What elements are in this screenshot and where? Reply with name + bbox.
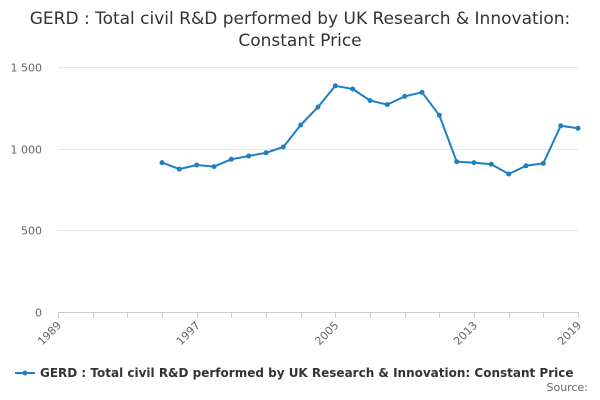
data-point[interactable] xyxy=(350,86,356,92)
chart-title: GERD : Total civil R&D performed by UK R… xyxy=(29,9,571,51)
x-tick-label: 2019 xyxy=(555,319,584,348)
data-point[interactable] xyxy=(332,83,338,89)
data-point[interactable] xyxy=(436,112,442,118)
data-point[interactable] xyxy=(263,150,269,156)
data-point[interactable] xyxy=(246,153,252,159)
x-tick-label: 1997 xyxy=(174,319,203,348)
series-layer xyxy=(159,83,581,177)
y-tick-label: 0 xyxy=(35,307,42,320)
data-point[interactable] xyxy=(540,160,546,166)
data-point[interactable] xyxy=(280,144,286,150)
x-tick-label: 2005 xyxy=(312,319,341,348)
data-point[interactable] xyxy=(506,171,512,177)
axes: 0 500 1 000 1 500 1989 1997 2005 2013 2019 xyxy=(11,62,585,348)
data-point[interactable] xyxy=(194,162,200,168)
data-point[interactable] xyxy=(558,123,564,129)
data-point[interactable] xyxy=(228,156,234,162)
source-label: Source: xyxy=(546,381,589,394)
y-tick-label: 500 xyxy=(21,225,42,238)
data-point[interactable] xyxy=(488,161,494,167)
x-tick-label: 1989 xyxy=(35,319,64,348)
y-tick-label: 1 000 xyxy=(11,144,43,157)
legend-series-swatch xyxy=(15,370,35,376)
data-point[interactable] xyxy=(419,89,425,95)
data-point[interactable] xyxy=(176,166,182,172)
data-point[interactable] xyxy=(367,98,373,103)
data-point[interactable] xyxy=(315,104,321,110)
data-point[interactable] xyxy=(211,164,217,170)
gridlines xyxy=(58,67,578,231)
data-point[interactable] xyxy=(402,93,408,99)
legend[interactable]: GERD : Total civil R&D performed by UK R… xyxy=(14,365,574,381)
x-tick-label: 2013 xyxy=(451,319,480,348)
y-tick-label: 1 500 xyxy=(11,62,43,75)
data-point[interactable] xyxy=(454,159,460,165)
legend-series-label: GERD : Total civil R&D performed by UK R… xyxy=(40,366,574,380)
data-point[interactable] xyxy=(159,160,165,166)
data-point[interactable] xyxy=(298,122,304,128)
data-point[interactable] xyxy=(523,163,529,169)
data-point[interactable] xyxy=(384,102,390,108)
data-point[interactable] xyxy=(575,125,581,131)
data-point[interactable] xyxy=(471,160,477,166)
